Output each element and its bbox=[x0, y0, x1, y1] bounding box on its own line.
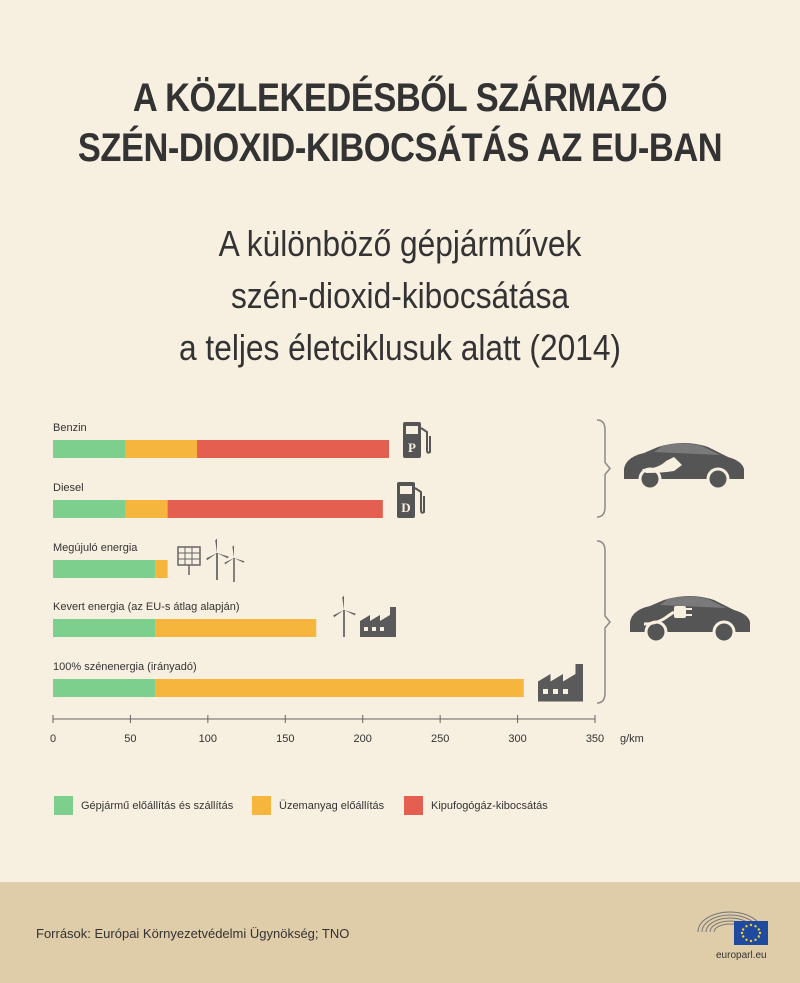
legend-label-0: Gépjármű előállítás és szállítás bbox=[81, 800, 234, 812]
diesel-pump-icon: D bbox=[397, 482, 425, 518]
coal-factory-icon bbox=[538, 664, 583, 702]
electric-car-icon-plug bbox=[674, 606, 686, 618]
diesel-pump-icon-hose bbox=[414, 487, 425, 514]
wind-turbine-icon-2 bbox=[224, 545, 245, 583]
legend-swatch-2 bbox=[404, 796, 423, 815]
bar-2-series-1 bbox=[155, 560, 168, 578]
solar-panel-grid bbox=[178, 547, 200, 565]
x-tick-label-150: 150 bbox=[276, 733, 294, 745]
bar-0-series-2 bbox=[197, 440, 390, 458]
bar-1-series-2 bbox=[167, 500, 383, 518]
solar-panel-frame bbox=[177, 546, 201, 566]
coal-factory-icon-window-1 bbox=[553, 689, 558, 694]
diesel-pump-icon-display bbox=[400, 486, 412, 494]
wind-turbine-icon-1-blades bbox=[206, 538, 229, 561]
category-label-1: Diesel bbox=[53, 482, 84, 494]
petrol-pump-icon-display bbox=[406, 426, 418, 434]
x-tick-label-50: 50 bbox=[124, 733, 136, 745]
parliament-logo-icon bbox=[697, 911, 768, 945]
diesel-pump-icon-letter: D bbox=[401, 500, 410, 515]
factory-icon-1-window-2 bbox=[380, 627, 384, 631]
fuel-car-icon-wheel-rear bbox=[706, 467, 730, 491]
coal-factory-icon-window-0 bbox=[543, 689, 548, 694]
legend-label-1: Üzemanyag előállítás bbox=[279, 800, 385, 812]
footer-band bbox=[0, 882, 800, 983]
bar-1-series-0 bbox=[53, 500, 126, 518]
x-tick-label-250: 250 bbox=[431, 733, 449, 745]
brand-url: europarl.eu bbox=[716, 950, 767, 961]
subtitle-line-1: A különböző gépjárművek bbox=[218, 223, 582, 264]
category-label-3: Kevert energia (az EU-s átlag alapján) bbox=[53, 601, 239, 613]
fuel-car-icon-window bbox=[654, 443, 720, 455]
solar-panel-icon bbox=[177, 546, 201, 575]
x-unit-label: g/km bbox=[620, 733, 644, 745]
petrol-pump-icon-hose bbox=[420, 427, 431, 454]
factory-icon-1-building bbox=[360, 607, 396, 637]
x-tick-label-200: 200 bbox=[354, 733, 372, 745]
category-label-2: Megújuló energia bbox=[53, 542, 138, 554]
bar-1-series-1 bbox=[125, 500, 168, 518]
source-note: Források: Európai Környezetvédelmi Ügynö… bbox=[36, 926, 350, 941]
factory-icon-1-window-1 bbox=[372, 627, 376, 631]
wind-turbine-icon-1 bbox=[206, 538, 229, 581]
category-label-4: 100% szénenergia (irányadó) bbox=[53, 661, 197, 673]
coal-factory-icon-building bbox=[538, 664, 583, 702]
x-tick-label-350: 350 bbox=[586, 733, 604, 745]
bar-3-series-0 bbox=[53, 619, 156, 637]
electric-car-icon bbox=[630, 596, 750, 644]
category-label-0: Benzin bbox=[53, 422, 87, 434]
legend-label-2: Kipufogógáz-kibocsátás bbox=[431, 800, 548, 812]
legend-swatch-1 bbox=[252, 796, 271, 815]
petrol-pump-icon-letter: P bbox=[408, 440, 416, 455]
coal-factory-icon-window-2 bbox=[563, 689, 568, 694]
electric-car-icon-cable bbox=[643, 610, 675, 626]
emissions-chart: 0 50 100 150 200 250 300 350 g/km Benzin Diesel Meg… bbox=[50, 419, 750, 815]
fuel-car-icon bbox=[624, 443, 744, 491]
electric-car-icon-wheel-rear bbox=[712, 620, 736, 644]
brace-fuel-group bbox=[596, 419, 611, 518]
subtitle-line-2: szén-dioxid-kibocsátása bbox=[230, 275, 570, 316]
x-tick-label-100: 100 bbox=[199, 733, 217, 745]
wind-turbine-icon-3-blades bbox=[333, 595, 356, 618]
bar-3-series-1 bbox=[155, 619, 317, 637]
mixed-energy-icon bbox=[333, 595, 356, 638]
bar-4-series-0 bbox=[53, 679, 156, 697]
legend-swatch-0 bbox=[54, 796, 73, 815]
fuel-car-icon-nozzle bbox=[642, 457, 682, 473]
bar-0-series-0 bbox=[53, 440, 126, 458]
renewables-icon bbox=[177, 538, 245, 583]
bar-0-series-1 bbox=[125, 440, 198, 458]
x-tick-label-300: 300 bbox=[508, 733, 526, 745]
electric-car-icon-window bbox=[660, 596, 726, 608]
brace-electric-group bbox=[596, 540, 611, 704]
factory-icon-1 bbox=[360, 607, 396, 637]
title-line-2: SZÉN-DIOXID-KIBOCSÁTÁS AZ EU-BAN bbox=[77, 126, 723, 170]
bar-4-series-1 bbox=[155, 679, 524, 697]
bar-2-series-0 bbox=[53, 560, 156, 578]
title-line-1: A KÖZLEKEDÉSBŐL SZÁRMAZÓ bbox=[132, 76, 668, 120]
x-tick-label-0: 0 bbox=[50, 733, 56, 745]
factory-icon-1-window-0 bbox=[364, 627, 368, 631]
petrol-pump-icon: P bbox=[403, 422, 431, 458]
wind-turbine-icon-2-blades bbox=[224, 545, 245, 565]
subtitle-line-3: a teljes életciklusuk alatt (2014) bbox=[178, 327, 621, 368]
wind-turbine-icon-3 bbox=[333, 595, 356, 638]
